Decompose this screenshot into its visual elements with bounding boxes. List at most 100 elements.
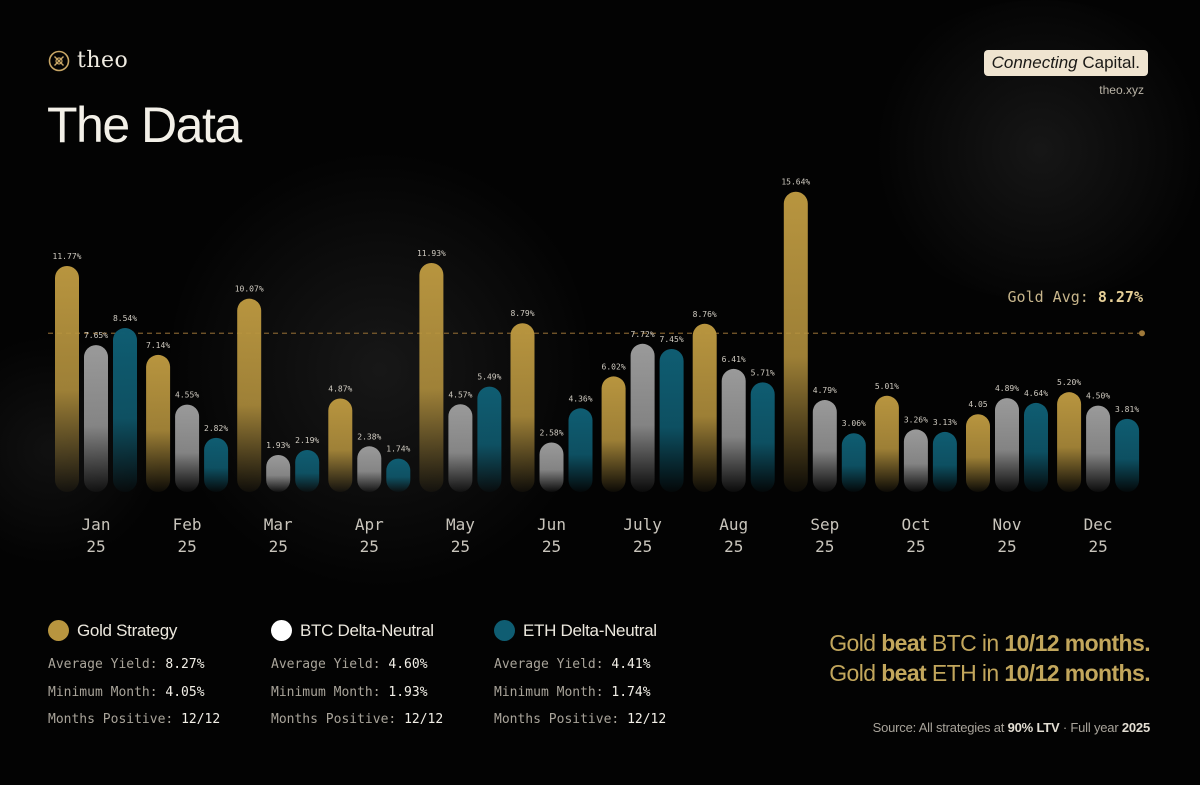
data-label: 11.93% (417, 249, 446, 258)
data-label: 4.87% (328, 384, 352, 393)
bar-eth-delta-neutral-4 (477, 386, 502, 492)
data-label: 5.49% (477, 373, 501, 382)
x-tick-month: Nov (993, 515, 1022, 534)
x-tick-month: Jun (537, 515, 566, 534)
data-label: 11.77% (53, 252, 82, 261)
data-label: 4.05 (968, 400, 987, 409)
source-text: · Full year (1062, 720, 1119, 735)
summary-text: Gold (829, 630, 876, 656)
stat-value: 8.27% (165, 657, 205, 672)
data-label: 7.72% (631, 330, 655, 339)
summary-text: ETH (931, 660, 977, 686)
summary-text: BTC (931, 630, 977, 656)
data-label: 2.58% (539, 428, 563, 437)
legend-swatch (271, 620, 292, 641)
bar-gold-strategy-5 (510, 323, 535, 492)
data-label: 1.93% (266, 441, 290, 450)
data-label: 6.41% (722, 355, 746, 364)
theo-logo-icon (48, 50, 70, 71)
data-label: 4.79% (813, 386, 837, 395)
x-tick-year: 25 (1088, 537, 1107, 556)
gold-avg-text: Gold Avg: (1007, 288, 1089, 306)
legend-stat: Minimum Month: 1.74% (494, 679, 666, 707)
legend-stat: Average Yield: 8.27% (48, 651, 220, 679)
source-year: 2025 (1121, 720, 1150, 735)
x-tick-year: 25 (451, 537, 470, 556)
x-tick-month: Mar (264, 515, 293, 534)
bar-gold-strategy-1 (146, 354, 171, 492)
data-label: 2.38% (357, 432, 381, 441)
x-tick-year: 25 (633, 537, 652, 556)
bar-btc-delta-neutral-10 (995, 398, 1019, 492)
legend-gold-strategy: Gold Strategy Average Yield: 8.27% Minim… (48, 620, 220, 734)
data-label: 4.89% (995, 384, 1019, 393)
bar-btc-delta-neutral-3 (357, 446, 382, 492)
x-tick-month: Aug (719, 515, 748, 534)
x-tick-month: Apr (355, 515, 384, 534)
bar-gold-strategy-11 (1057, 392, 1082, 492)
stat-value: 4.05% (165, 684, 205, 700)
data-label: 6.02% (602, 362, 626, 371)
bar-eth-delta-neutral-0 (113, 328, 137, 492)
data-label: 4.64% (1024, 389, 1048, 398)
x-tick-year: 25 (724, 537, 743, 556)
data-label: 8.54% (113, 314, 137, 323)
data-label: 5.01% (875, 382, 899, 391)
legend-swatch (494, 620, 515, 641)
data-label: 3.26% (904, 415, 928, 424)
summary-text: 10/12 months. (1004, 660, 1150, 686)
data-label: 3.13% (933, 418, 957, 427)
stat-value: 12/12 (627, 712, 667, 727)
x-tick-month: Oct (901, 515, 930, 534)
x-tick-month: July (623, 515, 662, 534)
legend-stat: Months Positive: 12/12 (494, 706, 666, 734)
gold-avg-value: 8.27% (1097, 288, 1143, 306)
data-label: 4.50% (1086, 392, 1110, 401)
bar-btc-delta-neutral-5 (539, 442, 564, 492)
bar-gold-strategy-6 (601, 376, 626, 492)
bar-gold-strategy-9 (874, 395, 899, 492)
summary-text: in (981, 630, 999, 656)
stat-label: Months Positive: (494, 712, 620, 727)
stat-value: 12/12 (404, 712, 444, 727)
page-title: The Data (47, 97, 242, 153)
x-tick-month: Feb (173, 515, 202, 534)
stat-label: Average Yield: (494, 657, 604, 672)
x-tick-year: 25 (360, 537, 379, 556)
data-label: 4.55% (175, 391, 199, 400)
stat-value: 4.60% (388, 657, 428, 672)
bar-btc-delta-neutral-6 (630, 343, 655, 492)
data-label: 7.45% (660, 335, 684, 344)
legend-btc-delta-neutral: BTC Delta-Neutral Average Yield: 4.60% M… (271, 620, 443, 734)
legend-swatch (48, 620, 69, 641)
legend-name: BTC Delta-Neutral (300, 620, 434, 640)
stat-value: 1.93% (388, 684, 428, 700)
bar-gold-strategy-10 (966, 414, 990, 492)
gold-avg-label: Gold Avg: 8.27% (1008, 288, 1143, 306)
data-label: 5.20% (1057, 378, 1081, 387)
summary-line-btc: Gold beat BTC in 10/12 months. (829, 628, 1150, 658)
legend-stat: Average Yield: 4.60% (271, 651, 443, 679)
brand: theo (48, 48, 128, 73)
data-label: 3.81% (1115, 405, 1139, 414)
bar-eth-delta-neutral-8 (841, 433, 866, 492)
stat-value: 4.41% (611, 657, 651, 672)
data-label: 10.07% (235, 285, 264, 294)
bar-gold-strategy-2 (237, 298, 262, 492)
legend-stat: Average Yield: 4.41% (494, 651, 666, 679)
data-label: 8.76% (693, 310, 717, 319)
bar-gold-strategy-8 (783, 191, 808, 492)
bar-eth-delta-neutral-1 (204, 437, 229, 492)
bar-gold-strategy-3 (328, 398, 353, 492)
legend-stat: Months Positive: 12/12 (271, 706, 443, 734)
bar-btc-delta-neutral-1 (175, 404, 200, 492)
legend-stat: Months Positive: 12/12 (48, 706, 220, 734)
stat-label: Months Positive: (271, 712, 397, 727)
x-tick-year: 25 (542, 537, 561, 556)
bar-btc-delta-neutral-2 (266, 454, 291, 492)
stat-label: Minimum Month: (48, 684, 158, 700)
gold-avg-line-end (1139, 330, 1145, 337)
x-tick-year: 25 (86, 537, 105, 556)
summary-text: Gold (829, 660, 876, 686)
tagline-prefix: Connecting (991, 53, 1078, 72)
